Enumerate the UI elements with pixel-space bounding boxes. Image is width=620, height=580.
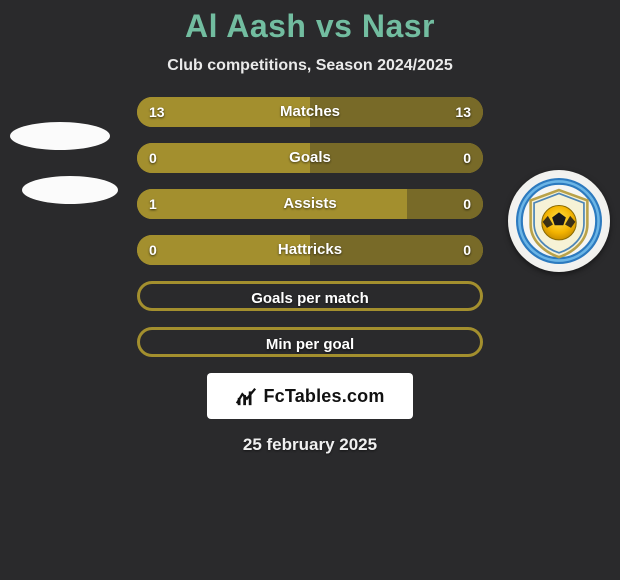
subtitle: Club competitions, Season 2024/2025	[0, 57, 620, 75]
decorative-ellipse	[10, 122, 110, 150]
stat-row: Matches13 13	[137, 97, 483, 127]
brand-text: FcTables.com	[263, 386, 384, 407]
stat-label: Matches	[137, 97, 483, 127]
stats-rows: Matches1313Goals00Assists10Hattricks00Go…	[137, 97, 483, 357]
decorative-ellipse	[22, 176, 118, 204]
title-left: Al Aash	[185, 8, 306, 44]
chart-icon	[235, 385, 257, 407]
stat-label: Goals	[137, 143, 483, 173]
stat-label: Min per goal	[140, 330, 480, 354]
stat-label: Hattricks	[137, 235, 483, 265]
stat-row: Assists1 0	[137, 189, 483, 219]
stat-value-right: 13	[455, 97, 471, 127]
title-mid: vs	[306, 8, 361, 44]
stat-value-left: 0	[149, 143, 157, 173]
stat-label: Goals per match	[140, 284, 480, 308]
stat-value-left: 13	[149, 97, 165, 127]
stat-value-right: 0	[463, 235, 471, 265]
stat-label: Assists	[137, 189, 483, 219]
stat-value-left: 1	[149, 189, 157, 219]
stat-row: Min per goal	[137, 327, 483, 357]
stat-value-right: 0	[463, 143, 471, 173]
comparison-card: Al Aash vs Nasr Club competitions, Seaso…	[0, 0, 620, 580]
stat-row: Goals0 0	[137, 143, 483, 173]
stat-value-left: 0	[149, 235, 157, 265]
page-title: Al Aash vs Nasr	[0, 8, 620, 45]
club-crest	[508, 170, 610, 272]
stat-row: Hattricks0 0	[137, 235, 483, 265]
stat-value-right: 0	[463, 189, 471, 219]
brand-badge: FcTables.com	[207, 373, 413, 419]
stat-row: Goals per match	[137, 281, 483, 311]
title-right: Nasr	[362, 8, 435, 44]
date-text: 25 february 2025	[0, 435, 620, 455]
